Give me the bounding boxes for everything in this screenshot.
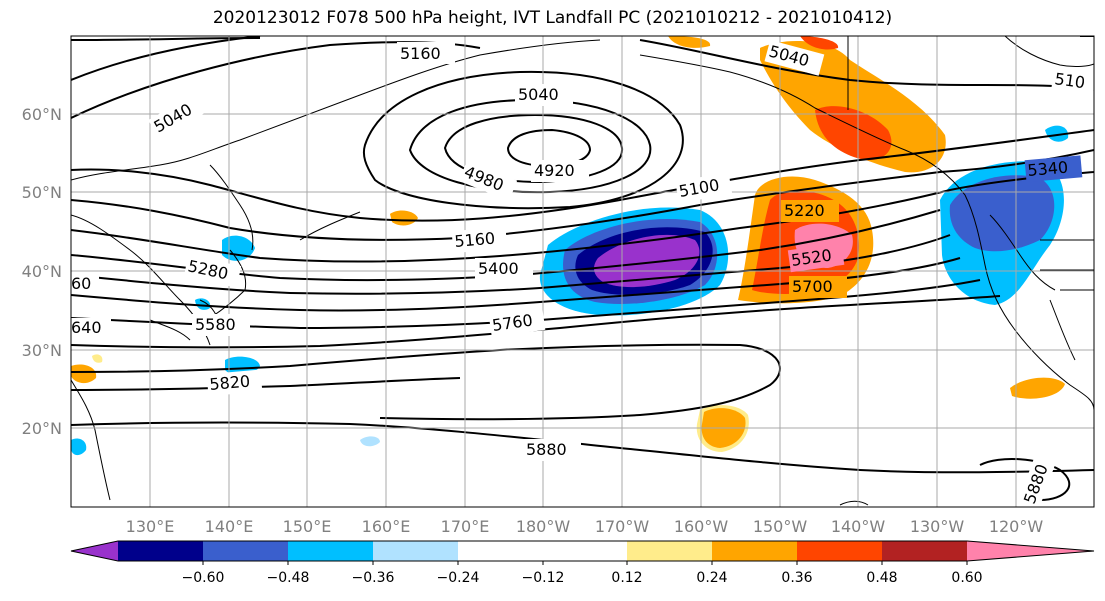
colorbar-tick-label: 0.24 [696, 570, 727, 586]
map-frame [70, 35, 1095, 508]
colorbar-tick-label: −0.60 [182, 570, 225, 586]
lat-label-20n: 20°N [22, 419, 62, 438]
colorbar-tick-label: −0.48 [267, 570, 310, 586]
lon-label-140w: 140°W [831, 517, 886, 536]
lon-label-150w: 150°W [753, 517, 808, 536]
colorbar-extend-min [71, 541, 118, 561]
contour-label: 5400 [478, 259, 519, 278]
contour-label: 5700 [792, 277, 833, 296]
colorbar-extend-max [967, 541, 1094, 561]
colorbar-tick-label: 0.48 [866, 570, 897, 586]
map-title: 2020123012 F078 500 hPa height, IVT Land… [212, 8, 893, 28]
contour-label: 640 [71, 318, 102, 337]
lon-label-130e: 130°E [126, 517, 175, 536]
contour-label: 4920 [534, 161, 575, 180]
latitude-axis: 60°N 50°N 40°N 30°N 20°N [22, 105, 62, 438]
colorbar-tick-label: −0.12 [522, 570, 565, 586]
contour-label: 5880 [526, 440, 567, 459]
contour-label: 5340 [1027, 158, 1069, 180]
longitude-axis: 130°E 140°E 150°E 160°E 170°E 180°W 170°… [126, 517, 1044, 536]
colorbar-segment [373, 541, 458, 561]
contour-label: 5580 [195, 315, 236, 334]
lat-label-30n: 30°N [22, 341, 62, 360]
lon-label-170w: 170°W [595, 517, 650, 536]
colorbar-segment [712, 541, 797, 561]
contour-label: 5100 [677, 175, 720, 201]
colorbar-tick-label: 0.36 [781, 570, 812, 586]
lon-label-150e: 150°E [283, 517, 332, 536]
lat-label-40n: 40°N [22, 262, 62, 281]
lon-label-140e: 140°E [205, 517, 254, 536]
lon-label-170e: 170°E [441, 517, 490, 536]
lon-label-160e: 160°E [362, 517, 411, 536]
lon-label-180w: 180°W [516, 517, 571, 536]
gridlines [71, 36, 1094, 507]
lon-label-120w: 120°W [989, 517, 1044, 536]
colorbar-segment [458, 541, 627, 561]
colorbar-segment [797, 541, 882, 561]
colorbar-segment [203, 541, 288, 561]
ivt-negative-anomaly-west-coast [71, 125, 1069, 456]
lat-label-60n: 60°N [22, 105, 62, 124]
lon-label-160w: 160°W [674, 517, 729, 536]
contour-label: 510 [1053, 69, 1086, 92]
colorbar: −0.60 −0.48 −0.36 −0.24 −0.12 0.12 0.24 … [70, 540, 1095, 586]
colorbar-segment [882, 541, 967, 561]
contour-label: 60 [71, 274, 91, 293]
contour-label: 5820 [209, 372, 251, 394]
colorbar-tick-label: −0.36 [352, 570, 395, 586]
colorbar-tick-label: 0.12 [611, 570, 642, 586]
contour-label: 5040 [518, 85, 559, 104]
contour-label: 5220 [784, 201, 825, 220]
lon-label-130w: 130°W [910, 517, 965, 536]
colorbar-segment [288, 541, 373, 561]
contour-label: 5160 [400, 44, 441, 63]
colorbar-tick-label: −0.24 [437, 570, 480, 586]
colorbar-segment [118, 541, 203, 561]
colorbar-segment [627, 541, 712, 561]
contour-label: 5160 [454, 229, 496, 251]
contour-label: 5280 [186, 256, 230, 283]
lat-label-50n: 50°N [22, 183, 62, 202]
colorbar-tick-label: 0.60 [951, 570, 982, 586]
